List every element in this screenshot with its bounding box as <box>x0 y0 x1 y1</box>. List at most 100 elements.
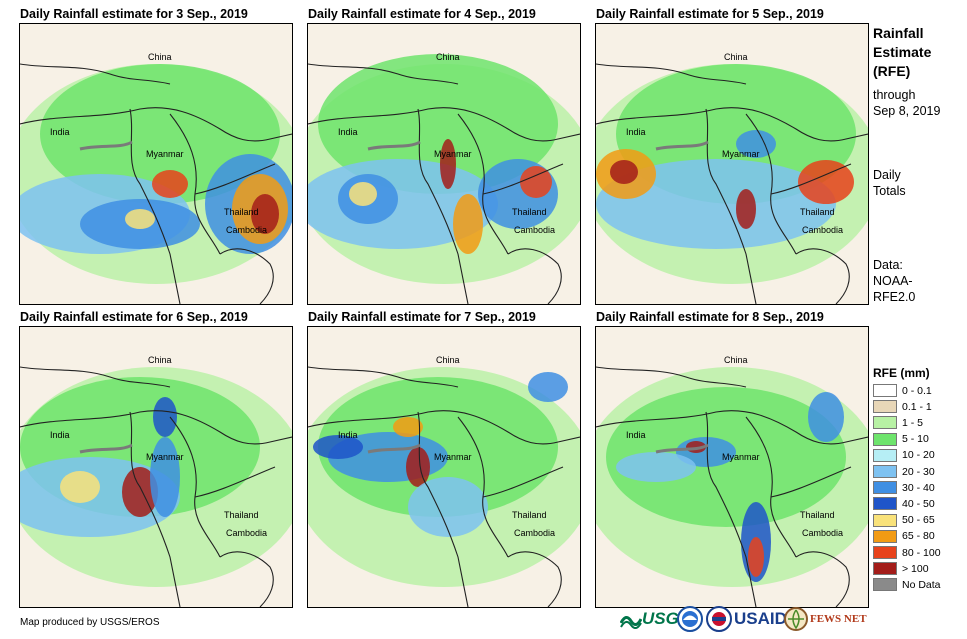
country-label: Myanmar <box>434 452 472 462</box>
country-border <box>129 108 181 304</box>
river <box>655 140 709 151</box>
rain-cell <box>596 159 836 249</box>
rain-cell <box>313 435 363 459</box>
country-border <box>417 108 469 304</box>
country-label: India <box>50 127 70 137</box>
map-panel: China India Myanmar Thailand Cambodia <box>307 23 581 305</box>
country-border <box>308 366 459 388</box>
country-border <box>770 163 852 195</box>
country-border <box>482 466 564 498</box>
legend-label: 1 - 5 <box>902 416 924 429</box>
panel-title-3: Daily Rainfall estimate for 5 Sep., 2019 <box>596 7 824 21</box>
footer-credit: Map produced by USGS/EROS <box>20 617 160 628</box>
rain-cell <box>152 170 188 198</box>
country-label: Cambodia <box>226 528 268 538</box>
country-border <box>795 248 850 304</box>
country-border <box>308 410 580 445</box>
country-label: China <box>724 52 748 62</box>
rainfall-map <box>308 24 580 304</box>
legend-label: 10 - 20 <box>902 449 935 462</box>
legend-label: 80 - 100 <box>902 546 941 559</box>
legend-item: 0 - 0.1 <box>873 383 932 398</box>
rain-cell <box>318 54 558 194</box>
noaa-logo <box>677 606 703 632</box>
panel-title-4: Daily Rainfall estimate for 6 Sep., 2019 <box>20 310 248 324</box>
country-border <box>219 551 274 607</box>
sidebar-title-2: Estimate <box>873 44 932 60</box>
country-label: Thailand <box>512 510 547 520</box>
country-border <box>507 551 562 607</box>
sidebar-totals: Totals <box>873 184 906 198</box>
rainfall-map <box>596 24 868 304</box>
legend-item: 0.1 - 1 <box>873 399 932 414</box>
legend-swatch <box>873 448 897 462</box>
rainfall-map <box>20 24 292 304</box>
fewsnet-logo: FEWS NET <box>784 606 867 632</box>
country-border <box>20 366 171 388</box>
country-label: China <box>148 52 172 62</box>
country-border <box>482 163 564 195</box>
legend-item: 40 - 50 <box>873 496 935 511</box>
country-label: Thailand <box>800 207 835 217</box>
country-label: Thailand <box>800 510 835 520</box>
legend-label: 40 - 50 <box>902 497 935 510</box>
legend-label: 50 - 65 <box>902 514 935 527</box>
legend-swatch <box>873 416 897 430</box>
country-label: India <box>626 127 646 137</box>
rainfall-map <box>20 327 292 607</box>
legend-label: 5 - 10 <box>902 433 929 446</box>
country-border <box>129 411 181 607</box>
country-label: Cambodia <box>514 225 556 235</box>
legend-item: No Data <box>873 577 941 592</box>
country-label: Thailand <box>224 510 259 520</box>
map-panel: China India Myanmar Thailand Cambodia <box>307 326 581 608</box>
legend-swatch <box>873 384 897 397</box>
country-label: China <box>436 355 460 365</box>
panel-title-1: Daily Rainfall estimate for 3 Sep., 2019 <box>20 7 248 21</box>
country-label: India <box>50 430 70 440</box>
rain-cell <box>60 471 100 503</box>
legend-swatch <box>873 432 897 446</box>
map-panel: China India Myanmar Thailand Cambodia <box>19 326 293 608</box>
country-border <box>705 411 757 607</box>
rain-cell <box>520 166 552 198</box>
country-label: Myanmar <box>146 452 184 462</box>
fewsnet-logo-text: FEWS NET <box>810 613 867 625</box>
country-border <box>308 63 459 85</box>
river <box>655 443 709 454</box>
legend-swatch <box>873 465 897 478</box>
country-label: Thailand <box>224 207 259 217</box>
river <box>367 140 421 151</box>
sidebar-title-1: Rainfall <box>873 25 924 41</box>
country-label: Myanmar <box>146 149 184 159</box>
country-label: China <box>436 52 460 62</box>
rain-cell <box>736 130 776 158</box>
fewsnet-globe-icon <box>784 607 808 631</box>
legend-swatch <box>873 578 897 592</box>
country-label: China <box>724 355 748 365</box>
rain-cell <box>528 372 568 402</box>
country-border <box>795 551 850 607</box>
country-label: Myanmar <box>434 149 472 159</box>
map-panel: China India Myanmar Thailand Cambodia <box>595 326 869 608</box>
rain-cell <box>453 194 483 254</box>
country-border <box>596 63 747 85</box>
rain-cell <box>798 160 854 204</box>
country-label: India <box>338 127 358 137</box>
country-label: China <box>148 355 172 365</box>
legend-swatch <box>873 562 897 576</box>
country-border <box>770 466 852 498</box>
country-label: Cambodia <box>514 528 556 538</box>
legend-swatch <box>873 513 897 527</box>
map-panel: China India Myanmar Thailand Cambodia <box>19 23 293 305</box>
rainfall-map <box>596 327 868 607</box>
country-border <box>596 107 868 142</box>
sidebar-data-source-1: NOAA- <box>873 274 913 288</box>
panel-title-5: Daily Rainfall estimate for 7 Sep., 2019 <box>308 310 536 324</box>
legend-swatch <box>873 481 897 495</box>
country-label: Myanmar <box>722 149 760 159</box>
legend-item: 20 - 30 <box>873 464 935 479</box>
country-label: India <box>338 430 358 440</box>
country-border <box>20 410 292 445</box>
country-border <box>308 107 580 142</box>
